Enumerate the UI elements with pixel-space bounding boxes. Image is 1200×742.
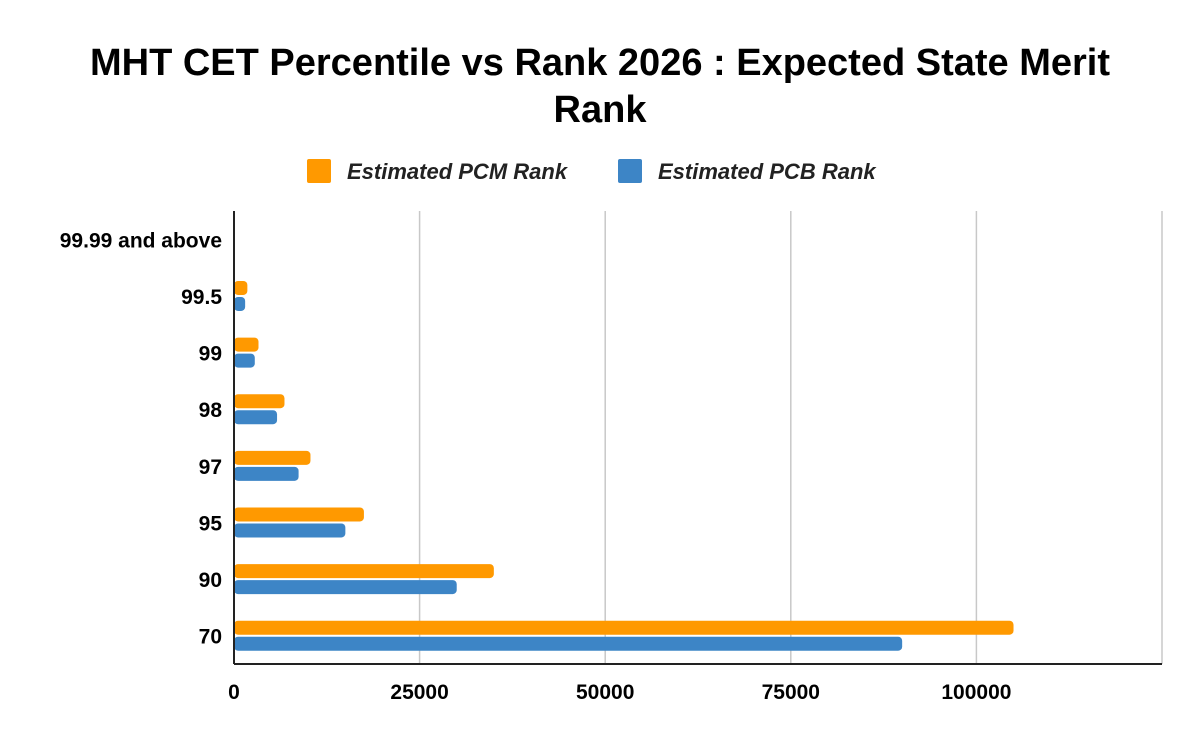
bar-pcm — [234, 507, 364, 522]
x-tick-label: 75000 — [762, 681, 820, 704]
category-label: 97 — [199, 456, 222, 479]
category-label: 99.5 — [181, 286, 222, 309]
chart-title-line-1: MHT CET Percentile vs Rank 2026 : Expect… — [90, 42, 1110, 84]
x-tick-label: 0 — [228, 681, 240, 704]
bar-pcm — [234, 620, 1014, 635]
x-tick-label: 50000 — [576, 681, 634, 704]
bar-pcb — [234, 636, 903, 651]
category-labels: 99.99 and above 99.5 99 98 97 95 90 70 — [60, 229, 223, 648]
category-label: 70 — [199, 626, 222, 649]
bar-pcb — [234, 580, 457, 595]
legend: Estimated PCM Rank Estimated PCB Rank — [307, 159, 877, 184]
bar-pcm — [234, 564, 494, 579]
bar-pcm — [234, 337, 259, 352]
bar-pcb — [234, 353, 255, 368]
chart-title-line-2: Rank — [554, 89, 648, 131]
bar-pcm — [234, 394, 285, 409]
legend-swatch-pcm — [307, 159, 331, 183]
bar-pcb — [234, 523, 346, 538]
legend-label-pcb: Estimated PCB Rank — [658, 159, 877, 184]
bar-pcb — [234, 466, 299, 481]
category-label: 99.99 and above — [60, 229, 222, 252]
x-tick-labels: 0 25000 50000 75000 100000 — [228, 681, 1011, 704]
category-label: 90 — [199, 569, 222, 592]
axes — [233, 211, 1162, 665]
bar-pcm — [234, 450, 311, 465]
bar-pcm — [234, 280, 248, 295]
gridlines — [418, 211, 1163, 664]
legend-swatch-pcb — [618, 159, 642, 183]
bars — [234, 280, 1014, 651]
bar-pcb — [234, 296, 246, 311]
legend-label-pcm: Estimated PCM Rank — [347, 159, 569, 184]
category-label: 98 — [199, 399, 223, 422]
x-tick-label: 25000 — [390, 681, 448, 704]
category-label: 95 — [199, 512, 223, 535]
bar-pcb — [234, 410, 278, 425]
category-label: 99 — [199, 343, 222, 366]
x-tick-label: 100000 — [941, 681, 1011, 704]
